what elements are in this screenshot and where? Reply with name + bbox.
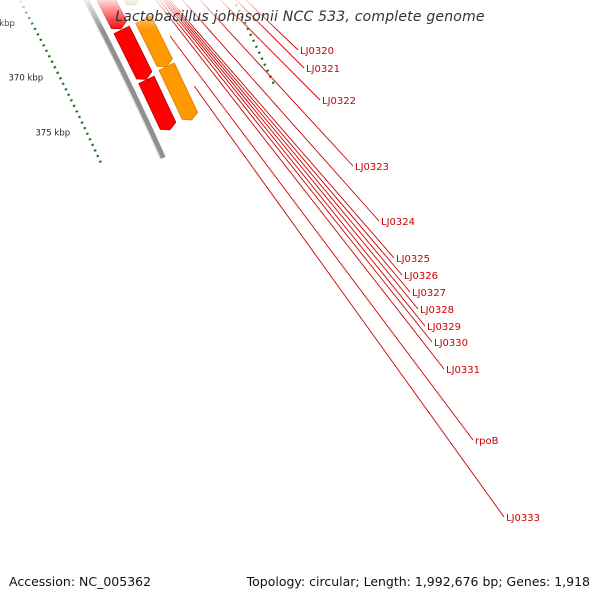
feature-label: LJ0333	[506, 513, 540, 524]
tick-inner	[39, 38, 43, 42]
tick-inner	[47, 54, 51, 58]
tick-inner	[85, 132, 89, 136]
tick-inner	[98, 160, 102, 164]
tick-inner	[72, 104, 76, 108]
tick-inner	[53, 65, 57, 69]
tick-inner	[83, 126, 87, 130]
backbone-highlight	[82, 0, 162, 160]
accession-text: Accession: NC_005362	[9, 574, 152, 589]
tick-inner	[93, 149, 97, 152]
leader-line	[167, 0, 403, 276]
tick-inner	[80, 121, 84, 124]
feature-label: LJ0326	[404, 271, 438, 282]
tick-inner	[75, 109, 79, 113]
feature-label: LJ0329	[427, 322, 461, 333]
feature-rpob	[158, 62, 199, 121]
tick-inner	[67, 93, 71, 97]
feature-label: LJ0321	[306, 64, 340, 75]
tick-inner	[96, 154, 100, 158]
top-fade	[0, 0, 600, 30]
leader-line	[193, 85, 505, 518]
feature-label: LJ0320	[300, 46, 334, 57]
feature-label: LJ0327	[412, 288, 446, 299]
tick-inner	[50, 60, 54, 64]
tick-outer	[263, 63, 267, 67]
feature-label: LJ0331	[446, 365, 480, 376]
leader-line	[181, 0, 380, 222]
tick-inner	[58, 76, 62, 80]
tick-inner	[91, 143, 95, 147]
tick-inner	[56, 71, 60, 75]
feature-label: LJ0323	[355, 162, 389, 173]
leader-line	[169, 35, 474, 441]
tick-outer	[254, 45, 258, 49]
genome-backbone	[82, 0, 166, 160]
tick-inner	[64, 87, 68, 91]
leader-line	[163, 0, 419, 310]
feature-label: LJ0328	[420, 305, 454, 316]
tick-inner	[69, 98, 73, 102]
leader-line	[219, 0, 321, 101]
feature-label: LJ0325	[396, 254, 430, 265]
leader-line	[155, 0, 445, 370]
feature-label: LJ0322	[322, 96, 356, 107]
tick-inner	[61, 82, 65, 86]
scale-tick-label: 370 kbp	[9, 73, 44, 83]
map-title: Lactobacillus johnsonii NCC 533, complet…	[115, 9, 485, 25]
tick-outer	[271, 81, 275, 85]
feature-labels: LJ0320 LJ0321 LJ0322 LJ0323 LJ0324 LJ0325 LJ03…	[300, 46, 540, 524]
tick-outer	[260, 57, 264, 61]
tick-outer	[257, 51, 261, 55]
tick-inner	[44, 49, 49, 53]
tick-inner	[77, 115, 81, 119]
tick-outer	[249, 33, 253, 37]
leader-line	[169, 0, 395, 259]
feature-label: LJ0324	[381, 217, 415, 228]
tick-outer	[266, 69, 270, 73]
backbone-arc	[83, 0, 166, 159]
tick-outer	[252, 39, 256, 43]
tick-inner	[88, 137, 92, 141]
leader-line	[158, 0, 433, 343]
scale-tick-label: 375 kbp	[35, 128, 70, 138]
tick-inner	[42, 43, 46, 47]
feature-label: rpoB	[475, 436, 499, 447]
feature-cds	[138, 75, 177, 131]
label-leaders	[155, 0, 505, 518]
tick-inner	[36, 32, 40, 36]
topology-summary: Topology: circular; Length: 1,992,676 bp…	[246, 574, 590, 589]
feature-label: LJ0330	[434, 338, 468, 349]
